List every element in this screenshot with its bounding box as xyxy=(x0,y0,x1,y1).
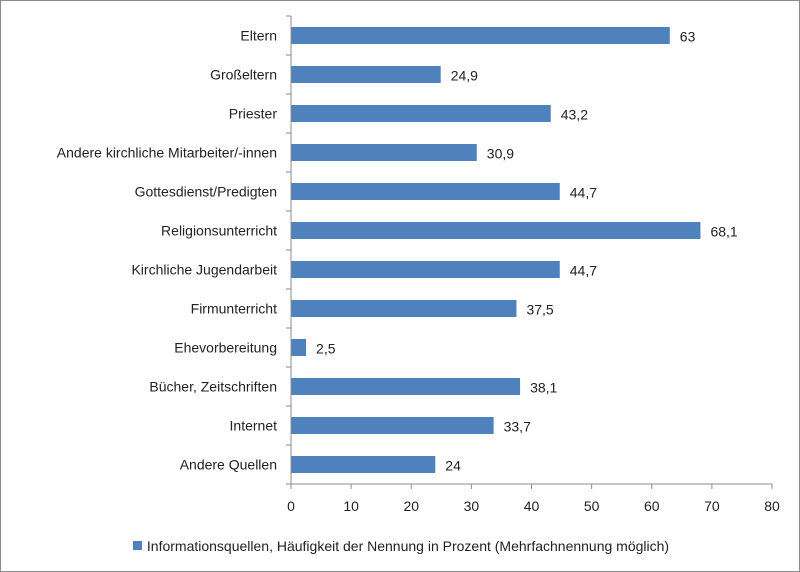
bar xyxy=(291,261,560,278)
category-label: Religionsunterricht xyxy=(161,223,277,239)
data-label: 44,7 xyxy=(570,185,597,201)
x-tick-label: 70 xyxy=(704,498,720,514)
data-label: 63 xyxy=(680,29,696,45)
x-tick-label: 20 xyxy=(403,498,419,514)
data-label: 44,7 xyxy=(570,263,597,279)
data-label: 2,5 xyxy=(316,341,336,357)
category-label: Andere kirchliche Mitarbeiter/-innen xyxy=(57,145,277,161)
bar xyxy=(291,66,441,83)
bar xyxy=(291,456,436,473)
x-tick-label: 0 xyxy=(287,498,295,514)
category-label: Ehevorbereitung xyxy=(174,340,277,356)
category-label: Andere Quellen xyxy=(180,457,277,473)
x-tick-label: 30 xyxy=(464,498,480,514)
x-tick-label: 10 xyxy=(343,498,359,514)
category-label: Firmunterricht xyxy=(191,301,277,317)
data-label: 38,1 xyxy=(530,380,557,396)
bar-chart: 0 10 20 30 40 50 60 70 80 Eltern 63 Großeltern 24,9 P… xyxy=(57,15,780,514)
bar xyxy=(291,27,670,44)
bar xyxy=(291,339,307,356)
x-tick-label: 40 xyxy=(524,498,540,514)
data-label: 68,1 xyxy=(710,224,737,240)
bar xyxy=(291,300,517,317)
bar xyxy=(291,378,521,395)
data-label: 43,2 xyxy=(561,107,588,123)
category-label: Gottesdienst/Predigten xyxy=(135,184,277,200)
x-tick-label: 80 xyxy=(764,498,780,514)
category-label: Internet xyxy=(230,418,278,434)
data-label: 30,9 xyxy=(487,146,514,162)
category-label: Priester xyxy=(229,106,278,122)
data-label: 24 xyxy=(445,458,461,474)
data-label: 37,5 xyxy=(526,302,553,318)
bar xyxy=(291,417,494,434)
bar xyxy=(291,144,477,161)
bar xyxy=(291,105,551,122)
category-label: Bücher, Zeitschriften xyxy=(149,379,277,395)
x-tick-label: 50 xyxy=(584,498,600,514)
legend-swatch xyxy=(132,541,142,550)
category-label: Eltern xyxy=(240,28,277,44)
legend-label: Informationsquellen, Häufigkeit der Nenn… xyxy=(146,538,670,554)
legend: Informationsquellen, Häufigkeit der Nenn… xyxy=(1,538,800,554)
x-tick-label: 60 xyxy=(644,498,660,514)
category-label: Kirchliche Jugendarbeit xyxy=(131,262,277,278)
data-label: 33,7 xyxy=(504,419,531,435)
data-label: 24,9 xyxy=(451,68,478,84)
bar xyxy=(291,183,560,200)
bar xyxy=(291,222,701,239)
category-label: Großeltern xyxy=(210,67,277,83)
